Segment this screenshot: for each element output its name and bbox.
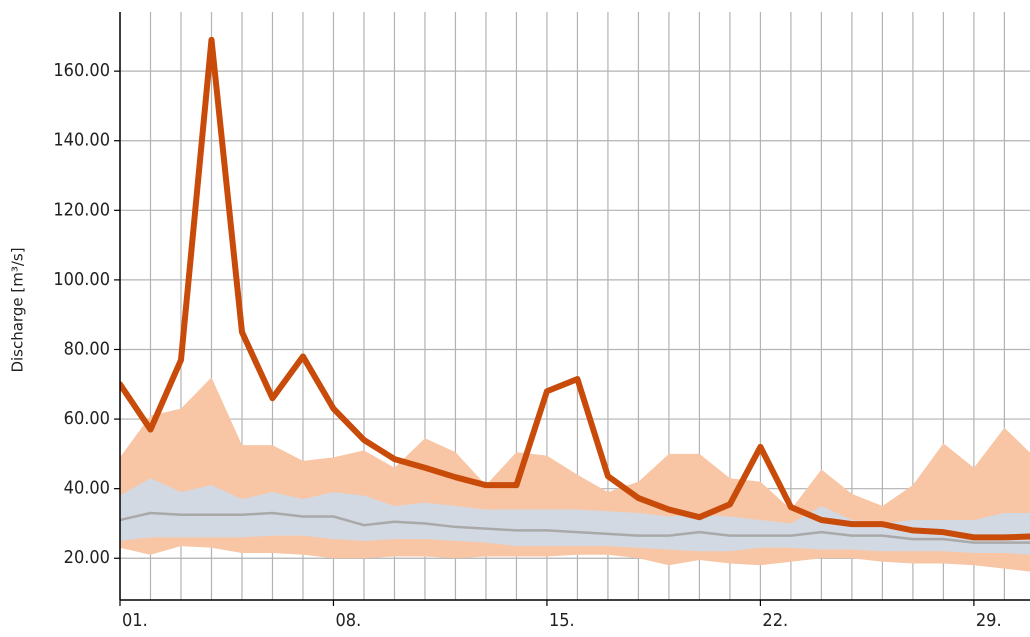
- y-tick-label: 80.00: [64, 338, 110, 359]
- y-axis-title: Discharge [m³/s]: [9, 247, 27, 372]
- x-tick-label: 22.: [762, 610, 788, 631]
- y-tick-label: 120.00: [53, 199, 110, 220]
- y-tick-label: 60.00: [64, 408, 110, 429]
- y-tick-label: 140.00: [53, 130, 110, 151]
- x-tick-label: 29.: [976, 610, 1002, 631]
- y-tick-label: 20.00: [64, 547, 110, 568]
- y-tick-label: 100.00: [53, 269, 110, 290]
- discharge-line: [120, 36, 1030, 541]
- median-line: [120, 511, 1030, 544]
- plot-area: [120, 12, 1030, 600]
- y-tick-label: 40.00: [64, 478, 110, 499]
- x-tick-label: 01.: [122, 610, 148, 631]
- x-tick-label: 15.: [549, 610, 575, 631]
- y-tick-label: 160.00: [53, 60, 110, 81]
- x-tick-label: 08.: [335, 610, 361, 631]
